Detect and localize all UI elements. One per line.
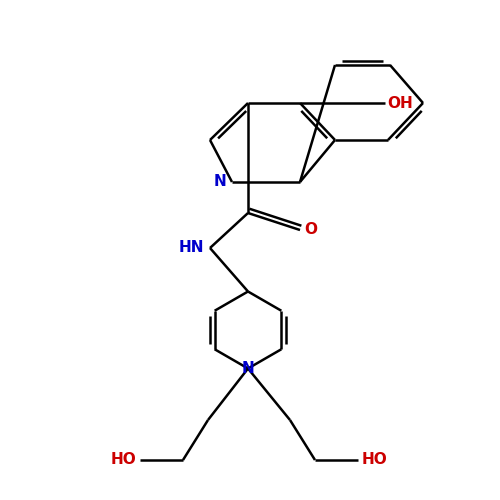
Text: O: O — [304, 222, 317, 238]
Text: N: N — [242, 361, 254, 376]
Text: OH: OH — [388, 96, 413, 110]
Text: HO: HO — [110, 452, 136, 468]
Text: N: N — [213, 174, 226, 190]
Text: HN: HN — [178, 240, 204, 256]
Text: HO: HO — [362, 452, 388, 468]
